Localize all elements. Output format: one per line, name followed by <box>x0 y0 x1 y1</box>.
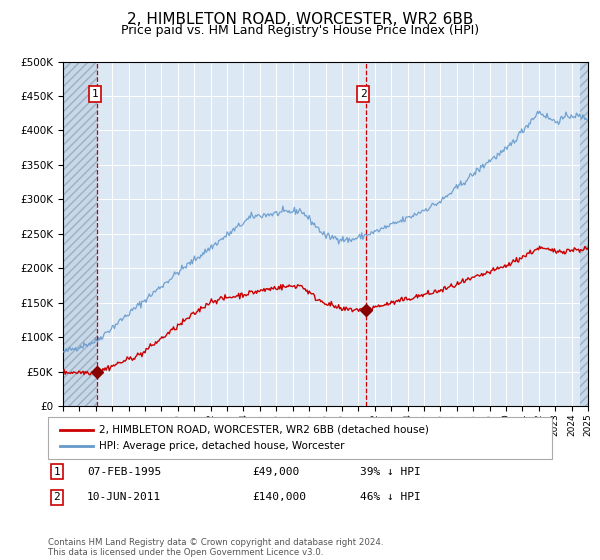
Text: Price paid vs. HM Land Registry's House Price Index (HPI): Price paid vs. HM Land Registry's House … <box>121 24 479 36</box>
Bar <box>580 62 588 406</box>
Text: 1: 1 <box>92 89 98 99</box>
Text: 10-JUN-2011: 10-JUN-2011 <box>87 492 161 502</box>
Text: 2: 2 <box>360 89 367 99</box>
Text: Contains HM Land Registry data © Crown copyright and database right 2024.
This d: Contains HM Land Registry data © Crown c… <box>48 538 383 557</box>
Text: £49,000: £49,000 <box>252 466 299 477</box>
Bar <box>63 62 97 406</box>
Text: 2, HIMBLETON ROAD, WORCESTER, WR2 6BB (detached house): 2, HIMBLETON ROAD, WORCESTER, WR2 6BB (d… <box>99 424 429 435</box>
Text: 46% ↓ HPI: 46% ↓ HPI <box>360 492 421 502</box>
Text: 1: 1 <box>53 466 61 477</box>
Text: 2, HIMBLETON ROAD, WORCESTER, WR2 6BB: 2, HIMBLETON ROAD, WORCESTER, WR2 6BB <box>127 12 473 27</box>
Text: 39% ↓ HPI: 39% ↓ HPI <box>360 466 421 477</box>
Text: 2: 2 <box>53 492 61 502</box>
Text: 07-FEB-1995: 07-FEB-1995 <box>87 466 161 477</box>
Text: HPI: Average price, detached house, Worcester: HPI: Average price, detached house, Worc… <box>99 441 344 451</box>
Text: £140,000: £140,000 <box>252 492 306 502</box>
